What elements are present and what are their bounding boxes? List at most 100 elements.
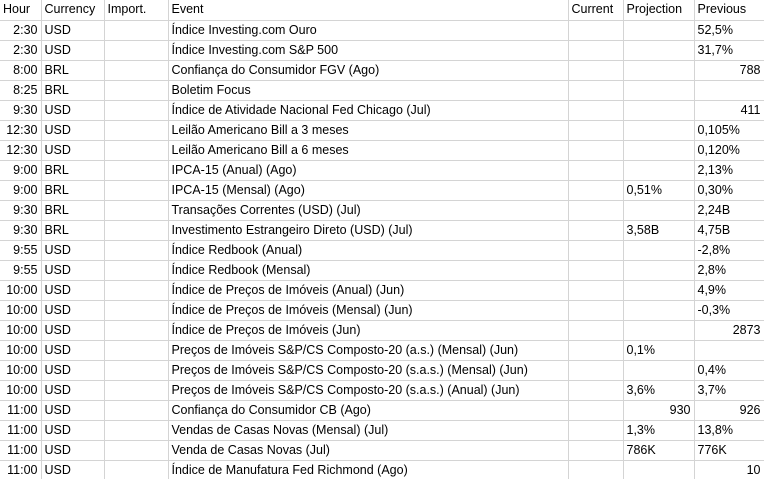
- importance-cell[interactable]: [104, 300, 169, 321]
- hour-cell[interactable]: 8:25: [0, 80, 42, 101]
- currency-cell[interactable]: USD: [41, 420, 105, 441]
- currency-cell[interactable]: BRL: [41, 220, 105, 241]
- current-cell[interactable]: [568, 420, 624, 441]
- projection-cell[interactable]: [623, 160, 695, 181]
- currency-cell[interactable]: USD: [41, 240, 105, 261]
- currency-cell[interactable]: USD: [41, 460, 105, 479]
- hour-cell[interactable]: 9:55: [0, 260, 42, 281]
- current-cell[interactable]: [568, 240, 624, 261]
- importance-cell[interactable]: [104, 420, 169, 441]
- previous-cell[interactable]: 4,9%: [694, 280, 764, 301]
- currency-cell[interactable]: USD: [41, 400, 105, 421]
- currency-cell[interactable]: USD: [41, 380, 105, 401]
- hour-cell[interactable]: 11:00: [0, 400, 42, 421]
- event-cell[interactable]: Índice de Atividade Nacional Fed Chicago…: [168, 100, 569, 121]
- previous-cell[interactable]: 3,7%: [694, 380, 764, 401]
- projection-cell[interactable]: [623, 280, 695, 301]
- previous-cell[interactable]: -2,8%: [694, 240, 764, 261]
- currency-cell[interactable]: USD: [41, 140, 105, 161]
- hour-cell[interactable]: 11:00: [0, 460, 42, 479]
- current-cell[interactable]: [568, 100, 624, 121]
- importance-cell[interactable]: [104, 440, 169, 461]
- projection-cell[interactable]: [623, 300, 695, 321]
- current-cell[interactable]: [568, 60, 624, 81]
- importance-cell[interactable]: [104, 120, 169, 141]
- projection-cell[interactable]: [623, 260, 695, 281]
- importance-cell[interactable]: [104, 280, 169, 301]
- header-event[interactable]: Event: [168, 0, 569, 21]
- current-cell[interactable]: [568, 340, 624, 361]
- event-cell[interactable]: Índice de Preços de Imóveis (Anual) (Jun…: [168, 280, 569, 301]
- currency-cell[interactable]: USD: [41, 120, 105, 141]
- previous-cell[interactable]: 31,7%: [694, 40, 764, 61]
- current-cell[interactable]: [568, 220, 624, 241]
- current-cell[interactable]: [568, 120, 624, 141]
- projection-cell[interactable]: 3,58B: [623, 220, 695, 241]
- importance-cell[interactable]: [104, 160, 169, 181]
- currency-cell[interactable]: USD: [41, 340, 105, 361]
- importance-cell[interactable]: [104, 360, 169, 381]
- currency-cell[interactable]: USD: [41, 300, 105, 321]
- previous-cell[interactable]: 926: [694, 400, 764, 421]
- current-cell[interactable]: [568, 20, 624, 41]
- importance-cell[interactable]: [104, 60, 169, 81]
- hour-cell[interactable]: 2:30: [0, 20, 42, 41]
- importance-cell[interactable]: [104, 220, 169, 241]
- previous-cell[interactable]: 13,8%: [694, 420, 764, 441]
- event-cell[interactable]: Preços de Imóveis S&P/CS Composto-20 (s.…: [168, 360, 569, 381]
- importance-cell[interactable]: [104, 100, 169, 121]
- previous-cell[interactable]: 0,30%: [694, 180, 764, 201]
- current-cell[interactable]: [568, 180, 624, 201]
- projection-cell[interactable]: 786K: [623, 440, 695, 461]
- hour-cell[interactable]: 9:55: [0, 240, 42, 261]
- projection-cell[interactable]: [623, 100, 695, 121]
- currency-cell[interactable]: USD: [41, 40, 105, 61]
- importance-cell[interactable]: [104, 380, 169, 401]
- importance-cell[interactable]: [104, 240, 169, 261]
- event-cell[interactable]: Confiança do Consumidor FGV (Ago): [168, 60, 569, 81]
- projection-cell[interactable]: [623, 140, 695, 161]
- currency-cell[interactable]: USD: [41, 360, 105, 381]
- event-cell[interactable]: Vendas de Casas Novas (Mensal) (Jul): [168, 420, 569, 441]
- projection-cell[interactable]: [623, 120, 695, 141]
- hour-cell[interactable]: 9:00: [0, 160, 42, 181]
- importance-cell[interactable]: [104, 80, 169, 101]
- previous-cell[interactable]: [694, 80, 764, 101]
- hour-cell[interactable]: 11:00: [0, 420, 42, 441]
- importance-cell[interactable]: [104, 400, 169, 421]
- projection-cell[interactable]: [623, 360, 695, 381]
- event-cell[interactable]: Índice Investing.com Ouro: [168, 20, 569, 41]
- projection-cell[interactable]: [623, 460, 695, 479]
- hour-cell[interactable]: 8:00: [0, 60, 42, 81]
- event-cell[interactable]: Confiança do Consumidor CB (Ago): [168, 400, 569, 421]
- currency-cell[interactable]: BRL: [41, 80, 105, 101]
- projection-cell[interactable]: 3,6%: [623, 380, 695, 401]
- hour-cell[interactable]: 12:30: [0, 140, 42, 161]
- currency-cell[interactable]: BRL: [41, 60, 105, 81]
- event-cell[interactable]: Boletim Focus: [168, 80, 569, 101]
- hour-cell[interactable]: 11:00: [0, 440, 42, 461]
- currency-cell[interactable]: USD: [41, 280, 105, 301]
- importance-cell[interactable]: [104, 180, 169, 201]
- event-cell[interactable]: Investimento Estrangeiro Direto (USD) (J…: [168, 220, 569, 241]
- projection-cell[interactable]: 0,51%: [623, 180, 695, 201]
- projection-cell[interactable]: [623, 240, 695, 261]
- previous-cell[interactable]: 0,120%: [694, 140, 764, 161]
- importance-cell[interactable]: [104, 320, 169, 341]
- current-cell[interactable]: [568, 300, 624, 321]
- current-cell[interactable]: [568, 320, 624, 341]
- current-cell[interactable]: [568, 280, 624, 301]
- hour-cell[interactable]: 9:30: [0, 100, 42, 121]
- previous-cell[interactable]: -0,3%: [694, 300, 764, 321]
- importance-cell[interactable]: [104, 200, 169, 221]
- previous-cell[interactable]: 2,8%: [694, 260, 764, 281]
- currency-cell[interactable]: USD: [41, 100, 105, 121]
- event-cell[interactable]: Preços de Imóveis S&P/CS Composto-20 (s.…: [168, 380, 569, 401]
- projection-cell[interactable]: 0,1%: [623, 340, 695, 361]
- hour-cell[interactable]: 10:00: [0, 320, 42, 341]
- current-cell[interactable]: [568, 40, 624, 61]
- previous-cell[interactable]: 0,4%: [694, 360, 764, 381]
- current-cell[interactable]: [568, 380, 624, 401]
- current-cell[interactable]: [568, 400, 624, 421]
- current-cell[interactable]: [568, 460, 624, 479]
